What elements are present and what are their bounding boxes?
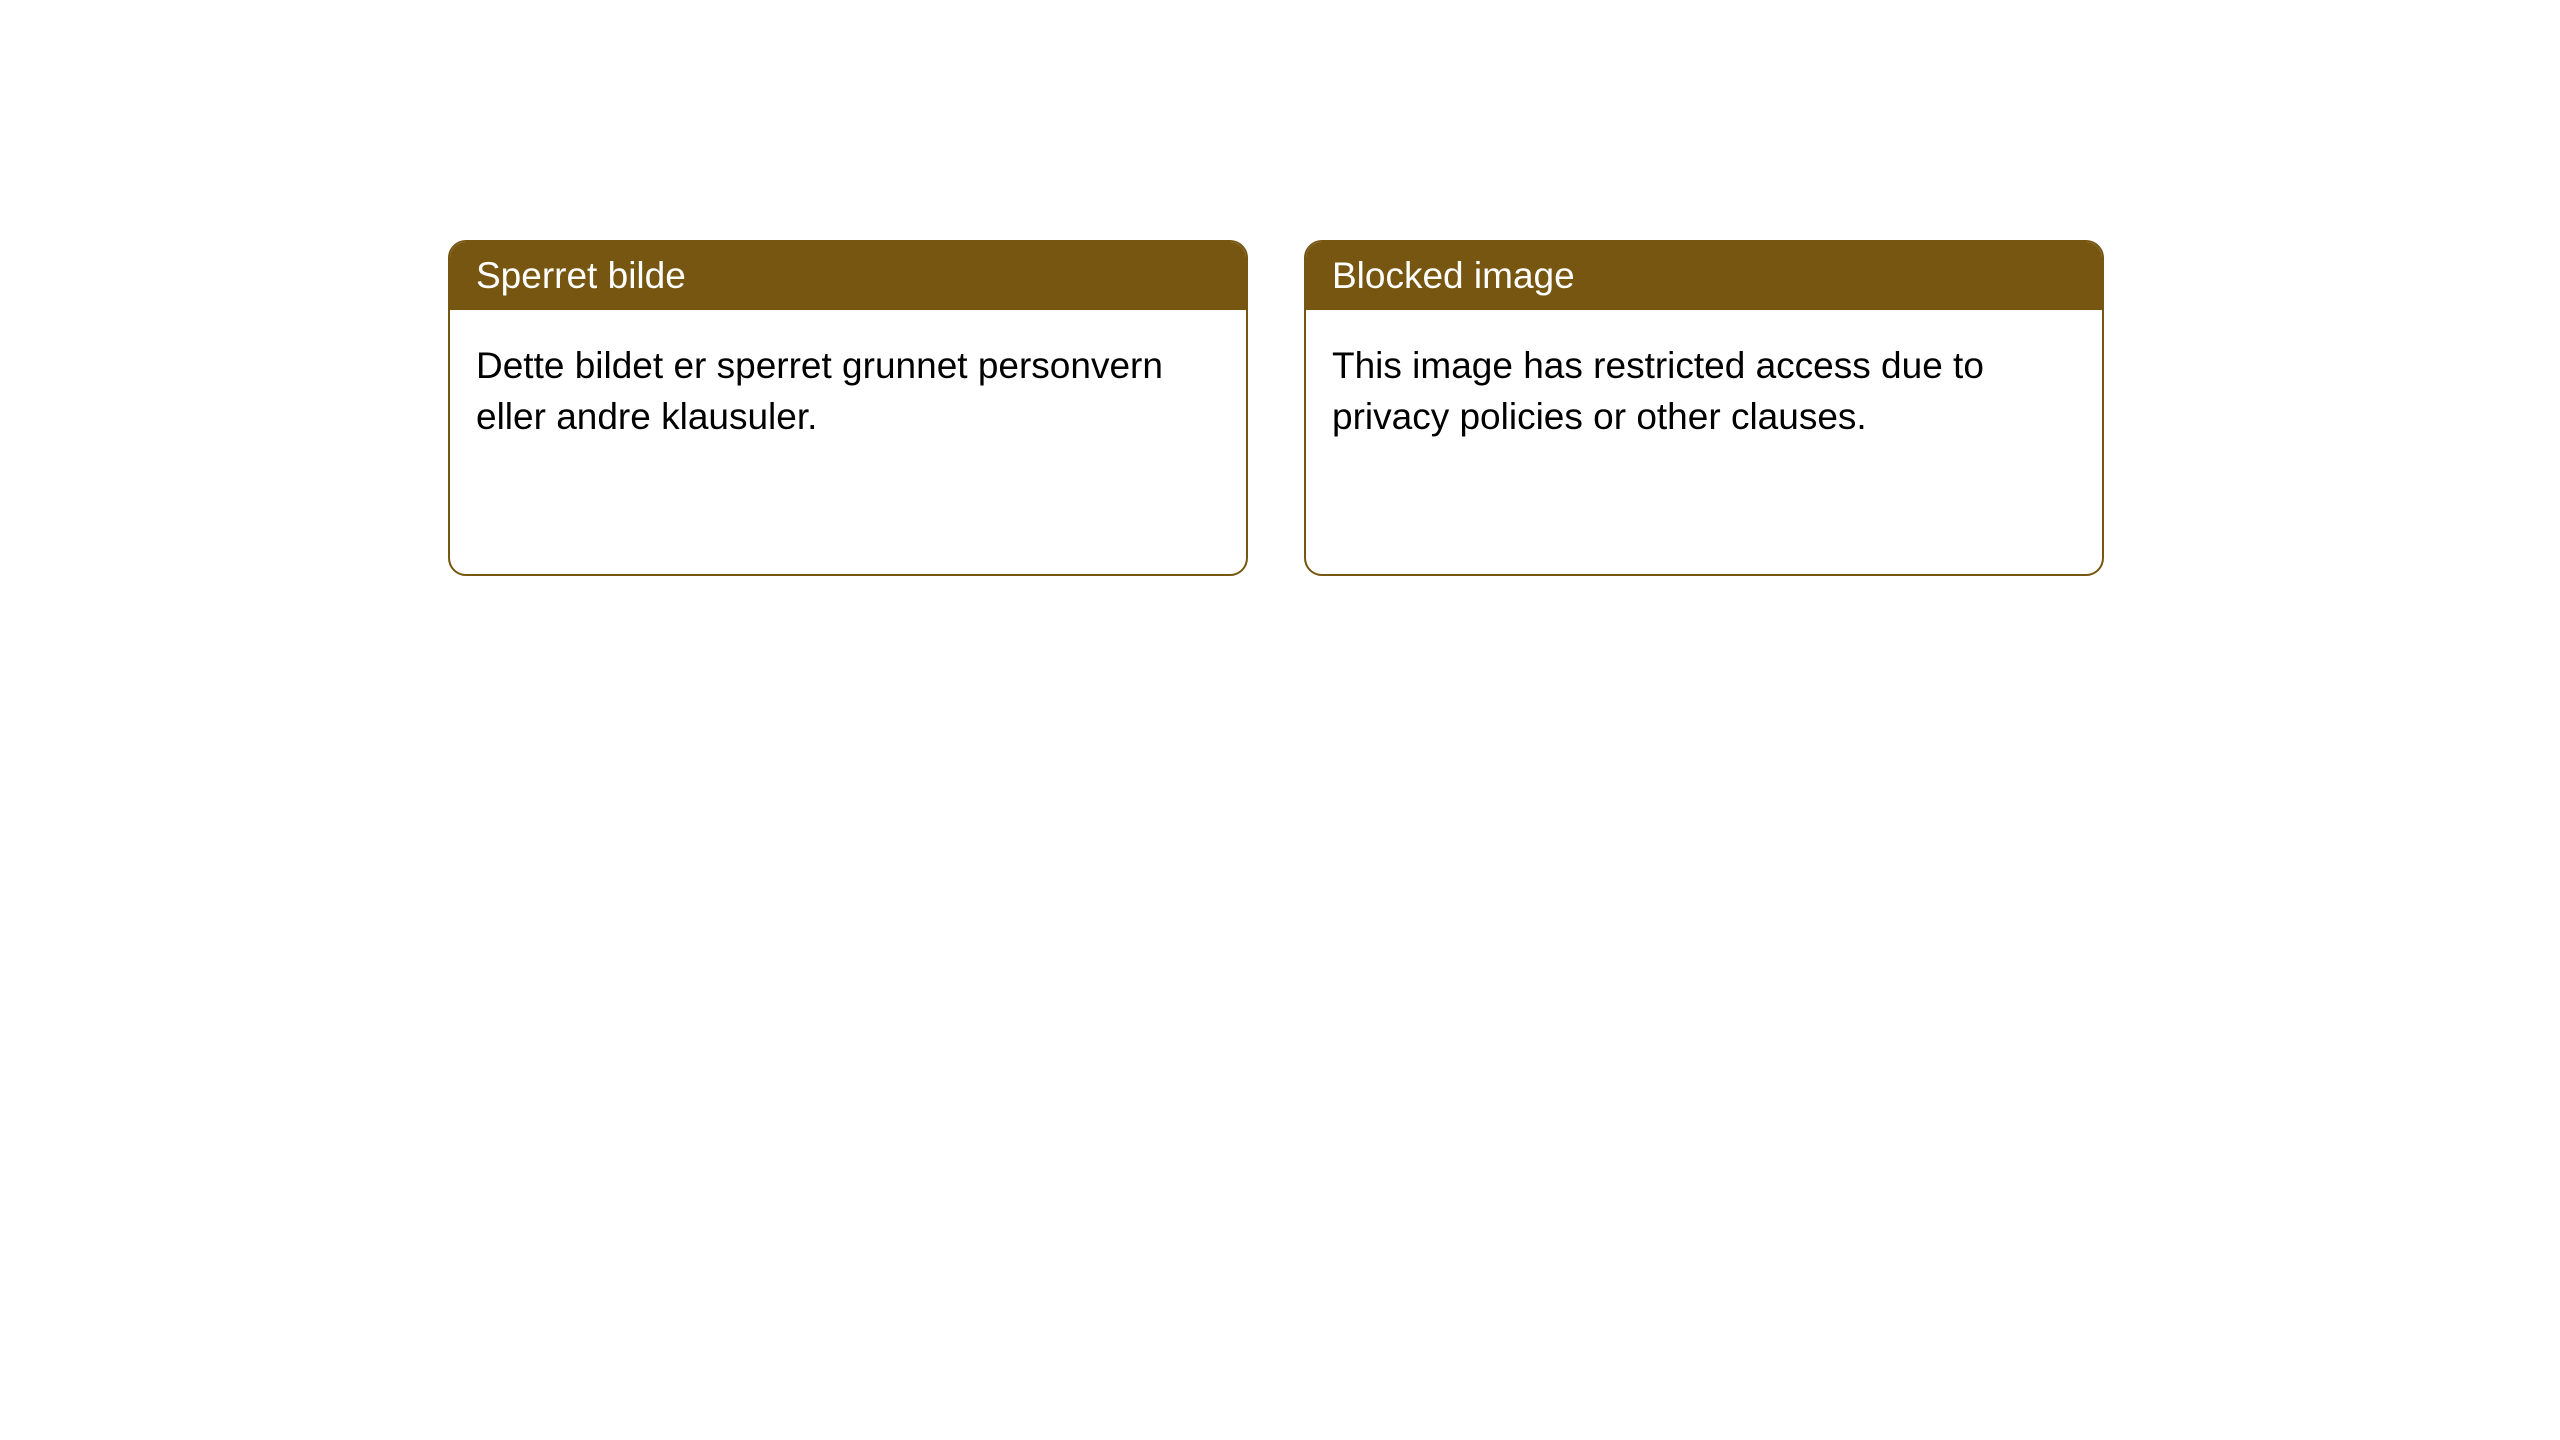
notice-card-body: This image has restricted access due to … (1306, 310, 2102, 472)
notice-card-title: Sperret bilde (450, 242, 1246, 310)
notice-card-english: Blocked image This image has restricted … (1304, 240, 2104, 576)
notice-card-body: Dette bildet er sperret grunnet personve… (450, 310, 1246, 472)
notice-card-norwegian: Sperret bilde Dette bildet er sperret gr… (448, 240, 1248, 576)
notice-card-title: Blocked image (1306, 242, 2102, 310)
notice-cards-container: Sperret bilde Dette bildet er sperret gr… (448, 240, 2104, 576)
